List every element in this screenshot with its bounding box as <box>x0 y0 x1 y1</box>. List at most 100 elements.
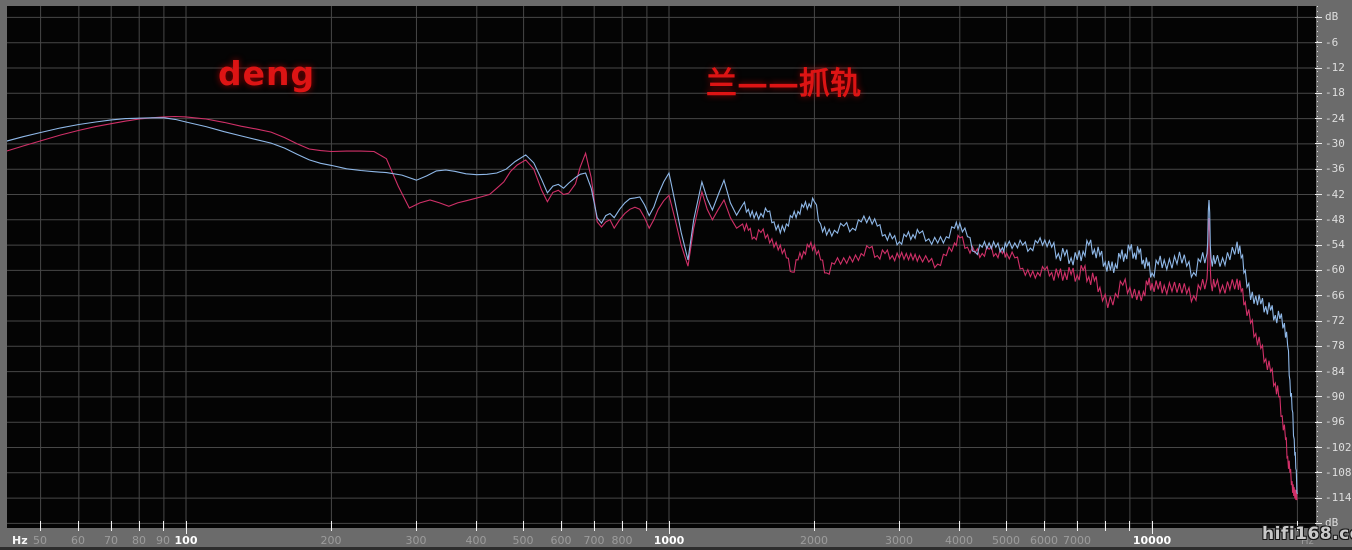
y-tick-label: -24 <box>1325 111 1345 125</box>
x-tick <box>186 521 187 534</box>
y-tick-label: -54 <box>1325 238 1345 252</box>
x-tick <box>40 521 41 531</box>
annotation-deng-red-curve: deng <box>218 54 316 93</box>
y-tick-label: -66 <box>1325 288 1345 302</box>
x-tick <box>899 521 900 531</box>
curve-deng-red <box>7 115 1298 501</box>
y-tick <box>1315 295 1322 296</box>
x-tick-label: 70 <box>104 534 118 547</box>
y-tick <box>1315 321 1322 322</box>
y-tick <box>1315 93 1322 94</box>
y-tick <box>1315 422 1322 423</box>
x-tick <box>111 521 112 531</box>
x-tick-label: 6000 <box>1030 534 1058 547</box>
y-tick <box>1315 42 1322 43</box>
y-tick-label: -96 <box>1325 415 1345 429</box>
x-tick <box>139 521 140 531</box>
x-tick-label: 10000 <box>1132 534 1172 547</box>
x-tick <box>1044 521 1045 531</box>
x-tick <box>523 521 524 531</box>
x-tick <box>331 521 332 531</box>
x-tick-label: 700 <box>583 534 605 547</box>
y-tick-label: -6 <box>1325 35 1339 49</box>
x-tick-label: 80 <box>132 534 146 547</box>
bottom-edge-shadow <box>0 547 1352 550</box>
y-tick-label: -42 <box>1325 187 1345 201</box>
y-tick <box>1315 194 1322 195</box>
y-tick <box>1315 447 1322 448</box>
y-tick-label: -48 <box>1325 212 1345 226</box>
grid <box>7 6 1316 528</box>
y-axis-dotted-rule <box>1317 6 1318 528</box>
y-tick-label: -12 <box>1325 61 1345 74</box>
y-tick-label: -102 <box>1325 440 1352 454</box>
x-tick <box>646 521 647 531</box>
x-tick <box>1152 521 1153 534</box>
x-tick <box>814 521 815 531</box>
x-tick-label: 60 <box>71 534 85 547</box>
watermark-hifi168: hifi168.com <box>1262 524 1352 544</box>
y-tick-label: -114 <box>1325 491 1352 505</box>
y-tick-label: dB <box>1325 516 1339 530</box>
y-tick-label: -84 <box>1325 364 1345 378</box>
x-tick-label: 200 <box>320 534 342 547</box>
y-tick <box>1315 118 1322 119</box>
annotation-lan-blue-curve: 兰——抓轨 <box>706 66 861 102</box>
y-tick <box>1315 346 1322 347</box>
curve-lan-blue <box>7 117 1298 495</box>
x-tick <box>163 521 164 531</box>
y-tick <box>1315 143 1322 144</box>
x-tick <box>622 521 623 531</box>
x-tick-label: 300 <box>405 534 427 547</box>
y-tick-label: -72 <box>1325 314 1345 327</box>
x-tick-label: 400 <box>465 534 487 547</box>
x-tick-label: 1000 <box>653 534 685 547</box>
x-tick <box>476 521 477 531</box>
x-tick <box>959 521 960 531</box>
y-tick <box>1315 169 1322 170</box>
y-tick <box>1315 472 1322 473</box>
x-tick <box>1105 521 1106 531</box>
x-axis-unit-label-right: Hz <box>1301 536 1314 547</box>
x-tick-label: 100 <box>174 534 198 547</box>
y-tick-label: dB <box>1325 10 1339 24</box>
y-tick-label: -78 <box>1325 339 1345 353</box>
x-tick-label: 500 <box>512 534 534 547</box>
x-tick <box>1006 521 1007 531</box>
x-tick <box>1129 521 1130 531</box>
y-tick-label: -60 <box>1325 263 1345 277</box>
y-tick <box>1315 219 1322 220</box>
y-tick <box>1315 523 1322 524</box>
y-tick <box>1315 371 1322 372</box>
y-tick <box>1315 17 1322 18</box>
x-tick-label: 2000 <box>800 534 828 547</box>
x-tick <box>416 521 417 531</box>
x-tick <box>78 521 79 531</box>
y-tick <box>1315 68 1322 69</box>
x-tick-label: 7000 <box>1063 534 1091 547</box>
y-tick-label: -108 <box>1325 465 1352 479</box>
x-tick-label: 600 <box>550 534 572 547</box>
y-tick <box>1315 396 1322 397</box>
x-tick <box>561 521 562 531</box>
x-tick-label: 5000 <box>992 534 1020 547</box>
x-tick <box>669 521 670 534</box>
x-tick-label: 90 <box>156 534 170 547</box>
y-tick <box>1315 245 1322 246</box>
x-tick-label: 4000 <box>945 534 973 547</box>
x-tick-label: 800 <box>611 534 633 547</box>
y-tick <box>1315 498 1322 499</box>
x-tick <box>1077 521 1078 531</box>
y-tick-label: -18 <box>1325 86 1345 100</box>
y-tick-label: -90 <box>1325 389 1345 403</box>
x-tick <box>1297 521 1298 531</box>
x-tick-label: 3000 <box>885 534 913 547</box>
y-tick <box>1315 270 1322 271</box>
y-tick-label: -36 <box>1325 162 1345 176</box>
x-axis-unit-label: Hz <box>12 534 28 547</box>
x-tick <box>594 521 595 531</box>
y-tick-label: -30 <box>1325 136 1345 150</box>
x-tick-label: 50 <box>33 534 47 547</box>
